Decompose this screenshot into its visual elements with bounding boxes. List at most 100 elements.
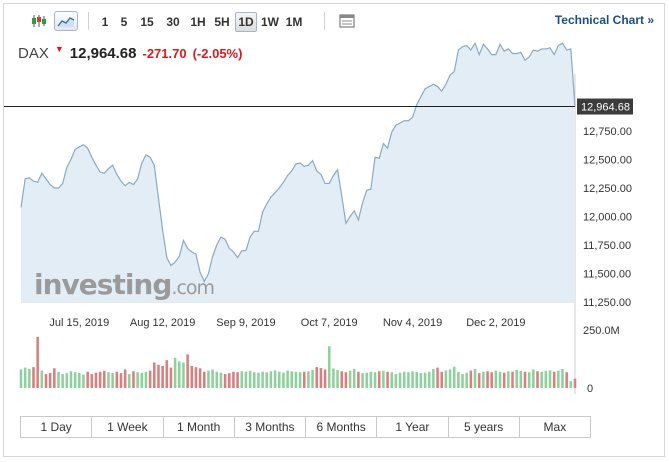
volume-bar <box>477 373 481 388</box>
volume-bar <box>61 374 64 388</box>
volume-bar <box>561 368 564 388</box>
watermark-logo: investing.com <box>34 268 214 301</box>
volume-bar <box>227 373 231 388</box>
volume-bar <box>490 372 493 388</box>
down-arrow-icon: ▼ <box>54 44 64 54</box>
volume-bar <box>198 368 202 388</box>
quote-header: DAX ▼ 12,964.68 -271.70 (-2.05%) <box>18 44 243 67</box>
volume-bar <box>352 368 356 388</box>
volume-bar <box>432 368 435 388</box>
area-chart-icon[interactable] <box>54 11 78 31</box>
volume-bar <box>365 372 369 388</box>
volume-bar <box>394 374 398 388</box>
interval-30-button[interactable]: 30 <box>166 15 180 29</box>
volume-bar <box>236 372 239 388</box>
volume-bar <box>103 370 106 388</box>
table-icon[interactable] <box>335 11 359 31</box>
volume-bar <box>332 368 335 388</box>
volume-bar <box>165 360 169 388</box>
volume-bar <box>161 365 164 388</box>
volume-bar <box>557 370 560 388</box>
range-max-button[interactable]: Max <box>543 420 567 434</box>
volume-bar <box>323 369 327 388</box>
volume-bar <box>377 371 381 388</box>
volume-bar <box>86 371 89 388</box>
volume-bar <box>540 371 543 388</box>
volume-bar <box>498 371 502 388</box>
volume-bar <box>515 369 518 388</box>
volume-tick-label: 0 <box>587 383 593 395</box>
range-1-day-button[interactable]: 1 Day <box>21 417 93 437</box>
volume-bar <box>415 371 418 388</box>
volume-bar <box>361 373 364 388</box>
interval-1d-button[interactable]: 1D <box>235 12 257 32</box>
x-tick-label: Dec 2, 2019 <box>466 317 525 329</box>
volume-bar <box>273 370 277 388</box>
volume-bar <box>190 365 194 388</box>
volume-bar <box>290 371 294 388</box>
price-change-percent: (-2.05%) <box>192 46 243 61</box>
volume-bar <box>465 372 468 388</box>
volume-bar <box>69 371 73 388</box>
volume-bar <box>336 369 339 388</box>
interval-5h-button[interactable]: 5H <box>214 15 230 29</box>
volume-bar <box>548 370 552 388</box>
volume-bar <box>307 371 310 388</box>
volume-bar <box>311 369 314 388</box>
volume-bar <box>507 371 510 388</box>
volume-bar <box>473 368 477 388</box>
x-tick-label: Jul 15, 2019 <box>49 317 109 329</box>
interval-1-button[interactable]: 1 <box>101 15 109 29</box>
candlestick-chart-icon[interactable] <box>27 11 51 31</box>
volume-bar <box>536 371 539 388</box>
volume-bar <box>411 371 414 388</box>
volume-bar <box>386 371 389 388</box>
volume-bar <box>502 372 506 388</box>
volume-bar <box>427 371 431 388</box>
volume-bar <box>315 367 319 388</box>
interval-1m-button[interactable]: 1M <box>285 15 303 29</box>
volume-tick-label: 250.0M <box>583 325 620 337</box>
volume-bar <box>132 371 135 388</box>
volume-bar <box>302 371 306 388</box>
range-6-months-button[interactable]: 6 Months <box>306 417 378 437</box>
interval-15-button[interactable]: 15 <box>140 15 154 29</box>
range-1-week-button[interactable]: 1 Week <box>92 417 164 437</box>
price-chart[interactable]: investing.com 12,750.00 12,500.00 12,250.00… <box>4 4 664 414</box>
technical-chart-link[interactable]: Technical Chart » <box>554 13 654 27</box>
volume-bar <box>202 371 206 388</box>
price-line <box>20 41 576 283</box>
volume-bar <box>232 371 235 388</box>
volume-bar <box>282 372 285 388</box>
volume-bar <box>382 370 385 388</box>
volume-bar <box>107 372 110 388</box>
volume-bar <box>327 346 331 388</box>
price-tick-label: 12,500.00 <box>583 155 632 167</box>
price-tick-label: 12,750.00 <box>583 126 632 138</box>
range-1-month-button[interactable]: 1 Month <box>164 417 235 437</box>
volume-bar <box>261 371 264 388</box>
volume-bar <box>111 372 114 388</box>
volume-bar <box>257 372 260 388</box>
volume-bar <box>461 374 464 388</box>
volume-bar <box>23 367 27 388</box>
interval-5-button[interactable]: 5 <box>120 15 128 29</box>
volume-bar <box>98 371 102 388</box>
volume-bar <box>407 372 410 388</box>
range-3-months-button[interactable]: 3 Months <box>235 417 306 437</box>
volume-bar <box>532 369 535 388</box>
time-range-selector: 1 Day 1 Week 1 Month 3 Months 6 Months 1 Year… <box>20 416 591 438</box>
volume-bar <box>486 371 489 388</box>
volume-bar <box>436 367 439 388</box>
range-1-year-button[interactable]: 1 Year <box>377 417 449 437</box>
volume-bar <box>153 362 156 388</box>
range-5-years-button[interactable]: 5 years <box>449 417 520 437</box>
volume-bar <box>115 371 119 388</box>
volume-bar <box>82 374 85 388</box>
current-price-label: 12,964.68 <box>581 102 630 114</box>
volume-bar <box>53 368 56 388</box>
volume-bar <box>140 372 144 388</box>
volume-bar <box>277 371 281 388</box>
interval-1w-button[interactable]: 1W <box>261 15 279 29</box>
interval-1h-button[interactable]: 1H <box>190 15 206 29</box>
